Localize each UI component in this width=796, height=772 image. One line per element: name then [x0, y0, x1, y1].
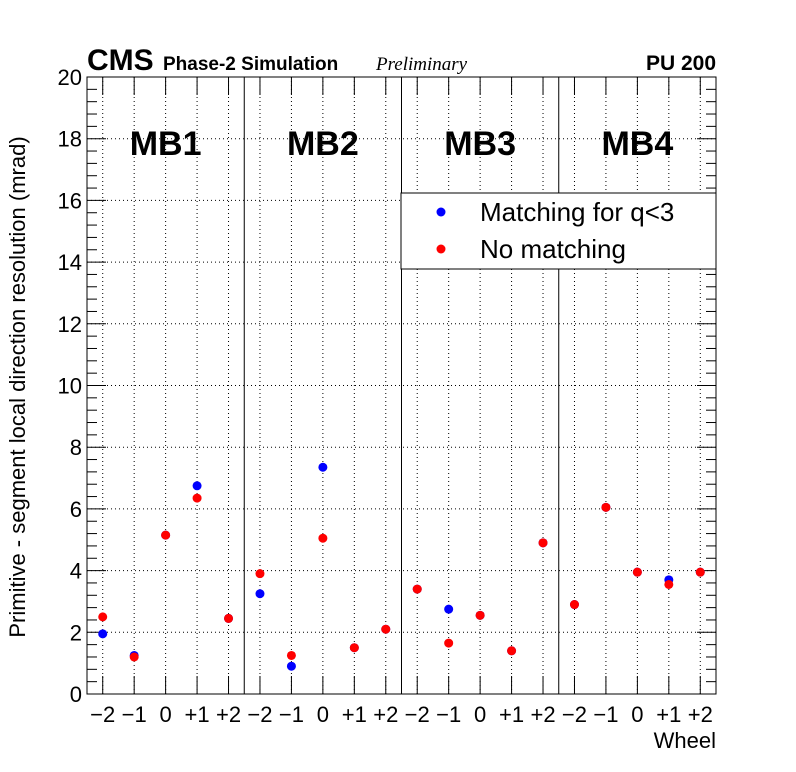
point-no-matching [255, 569, 265, 579]
legend-box [400, 192, 717, 270]
point-no-matching [381, 624, 391, 634]
x-tick-label: −2 [405, 702, 430, 727]
station-label: MB4 [601, 125, 673, 163]
point-no-matching [412, 584, 422, 594]
x-tick-label: +2 [373, 702, 398, 727]
x-axis: −2 −1 0 +1 +2 −2 −1 0 +1 +2 −2 −1 0 +1 +2 −2 −1 0 +1 +2 [90, 77, 713, 727]
simulation-label: Phase-2 Simulation [163, 54, 338, 75]
x-tick-label: +2 [688, 702, 713, 727]
x-tick-label: −1 [593, 702, 618, 727]
x-tick-label: −2 [90, 702, 115, 727]
y-axis: 0 2 4 6 8 10 12 14 16 18 20 [58, 65, 716, 707]
legend-marker-matching [436, 207, 446, 217]
x-tick-label: +2 [216, 702, 241, 727]
point-no-matching [161, 530, 171, 540]
point-no-matching [538, 538, 548, 548]
point-no-matching [129, 652, 139, 662]
x-tick-label: −1 [122, 702, 147, 727]
x-axis-title: Wheel [654, 728, 716, 753]
y-tick-label: 4 [70, 559, 82, 584]
x-tick-label: −1 [436, 702, 461, 727]
point-matching [286, 661, 296, 671]
y-tick-label: 20 [58, 65, 82, 90]
y-tick-label: 16 [58, 188, 82, 213]
x-tick-label: −2 [562, 702, 587, 727]
point-no-matching [286, 650, 296, 660]
point-no-matching [507, 646, 517, 656]
x-tick-label: +1 [656, 702, 681, 727]
y-tick-label: 12 [58, 312, 82, 337]
experiment-label: CMS [87, 44, 154, 77]
point-matching [98, 629, 108, 639]
legend-label-no-matching: No matching [480, 234, 626, 264]
x-tick-label: 0 [631, 702, 643, 727]
point-matching [192, 481, 202, 491]
y-tick-label: 8 [70, 435, 82, 460]
x-tick-label: −2 [247, 702, 272, 727]
header: CMS Phase-2 Simulation Preliminary PU 20… [87, 44, 716, 77]
point-no-matching [601, 502, 611, 512]
point-no-matching [632, 567, 642, 577]
point-no-matching [664, 579, 674, 589]
x-tick-label: +1 [185, 702, 210, 727]
data-points [98, 462, 705, 671]
y-tick-label: 6 [70, 497, 82, 522]
x-tick-label: +1 [499, 702, 524, 727]
y-tick-label: 2 [70, 620, 82, 645]
legend-label-matching: Matching for q<3 [480, 197, 674, 227]
plot-frame [86, 76, 717, 695]
point-no-matching [444, 638, 454, 648]
station-labels: MB1 MB2 MB3 MB4 [130, 125, 674, 163]
point-no-matching [318, 533, 328, 543]
station-label: MB3 [444, 125, 516, 163]
station-label: MB1 [130, 125, 202, 163]
x-tick-label: −1 [279, 702, 304, 727]
y-tick-label: 18 [58, 127, 82, 152]
y-tick-label: 0 [70, 682, 82, 707]
point-matching [318, 462, 328, 472]
pileup-label: PU 200 [646, 52, 716, 75]
point-no-matching [192, 493, 202, 503]
preliminary-label: Preliminary [375, 54, 468, 75]
point-matching [444, 604, 454, 614]
station-label: MB2 [287, 125, 359, 163]
legend-marker-no-matching [436, 244, 446, 254]
y-axis-title: Primitive - segment local direction reso… [5, 136, 30, 637]
point-no-matching [349, 643, 359, 653]
y-tick-label: 10 [58, 374, 82, 399]
x-tick-label: 0 [317, 702, 329, 727]
x-tick-label: 0 [474, 702, 486, 727]
x-tick-label: 0 [160, 702, 172, 727]
y-tick-label: 14 [58, 250, 82, 275]
point-no-matching [475, 610, 485, 620]
point-no-matching [695, 567, 705, 577]
point-no-matching [224, 613, 234, 623]
point-matching [255, 589, 265, 599]
point-no-matching [98, 612, 108, 622]
point-no-matching [569, 600, 579, 610]
legend: Matching for q<3 No matching [400, 192, 717, 270]
x-tick-label: +2 [530, 702, 555, 727]
x-tick-label: +1 [342, 702, 367, 727]
